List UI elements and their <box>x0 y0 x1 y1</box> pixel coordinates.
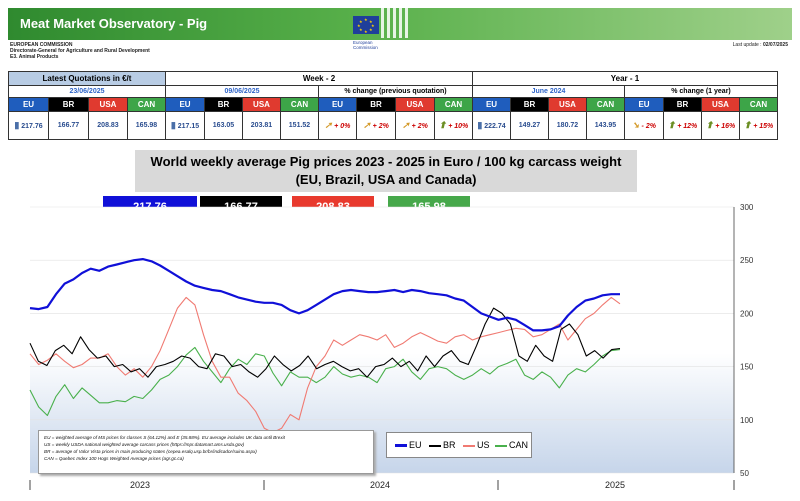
ec-logo: ★ ★ ★ ★ ★ ★ ★ ★ European Commission <box>345 4 415 60</box>
region-header: USA <box>242 97 281 112</box>
series-line-can <box>29 346 621 417</box>
region-header: CAN <box>739 97 778 112</box>
building-icon <box>381 8 411 38</box>
y-tick-label: 50 <box>740 469 749 478</box>
region-header: BR <box>48 97 89 112</box>
year-change-eu: ➘ - 2% <box>624 111 664 140</box>
region-header: CAN <box>434 97 473 112</box>
notes-box: EU = weighted average of MS prices for c… <box>38 430 374 474</box>
year-value-eu: ▮ 222.74 <box>472 111 511 140</box>
legend-item-can: CAN <box>495 440 528 450</box>
week-change-can: ⬆ + 10% <box>434 111 473 140</box>
year-change-usa: ⬆ + 16% <box>701 111 740 140</box>
week-value-usa: 203.81 <box>242 111 281 140</box>
chart-title: World weekly average Pig prices 2023 - 2… <box>135 150 637 192</box>
region-header: USA <box>395 97 435 112</box>
region-header: BR <box>663 97 702 112</box>
y-tick-label: 300 <box>740 203 754 212</box>
series-line-br <box>29 307 621 378</box>
x-label-2024: 2024 <box>370 480 391 490</box>
latest-value-br: 166.77 <box>48 111 89 140</box>
y-tick-label: 200 <box>740 309 754 318</box>
year-value-usa: 180.72 <box>548 111 587 140</box>
week-change-eu: ➚ + 0% <box>318 111 357 140</box>
y-tick-label: 250 <box>740 256 754 265</box>
region-header: EU <box>8 97 49 112</box>
region-header: USA <box>548 97 587 112</box>
week-value-eu: ▮ 217.15 <box>165 111 205 140</box>
week-value-br: 163.05 <box>204 111 243 140</box>
legend-item-us: US <box>463 440 490 450</box>
x-label-2025: 2025 <box>605 480 626 490</box>
latest-value-can: 165.98 <box>127 111 166 140</box>
plot-area <box>30 207 734 473</box>
region-header: CAN <box>280 97 319 112</box>
logo-text: European Commission <box>353 40 378 50</box>
year-change-can: ⬆ + 15% <box>739 111 778 140</box>
region-header: CAN <box>127 97 166 112</box>
series-line-us <box>29 296 621 434</box>
y-tick-label: 150 <box>740 363 754 372</box>
quotations-table: Latest Quotations in €/t Week - 2 Year -… <box>8 71 778 140</box>
week-change-br: ➚ + 2% <box>356 111 396 140</box>
organization-info: EUROPEAN COMMISSION Directorate-General … <box>10 42 150 60</box>
latest-quotations-header: Latest Quotations in €/t <box>8 71 166 86</box>
legend-item-br: BR <box>429 440 456 450</box>
year-change-br: ⬆ + 12% <box>663 111 702 140</box>
y-tick-label: 100 <box>740 416 754 425</box>
last-update: Last update : 02/07/2025 <box>732 42 788 48</box>
region-header: EU <box>472 97 511 112</box>
page-title: Meat Market Observatory - Pig <box>20 16 208 31</box>
chart-legend: EU BR US CAN <box>386 432 532 458</box>
x-label-2023: 2023 <box>130 480 151 490</box>
week-value-can: 151.52 <box>280 111 319 140</box>
series-line-eu <box>29 258 620 332</box>
legend-item-eu: EU <box>395 440 422 450</box>
eu-flag-icon: ★ ★ ★ ★ ★ ★ ★ ★ <box>353 16 379 34</box>
